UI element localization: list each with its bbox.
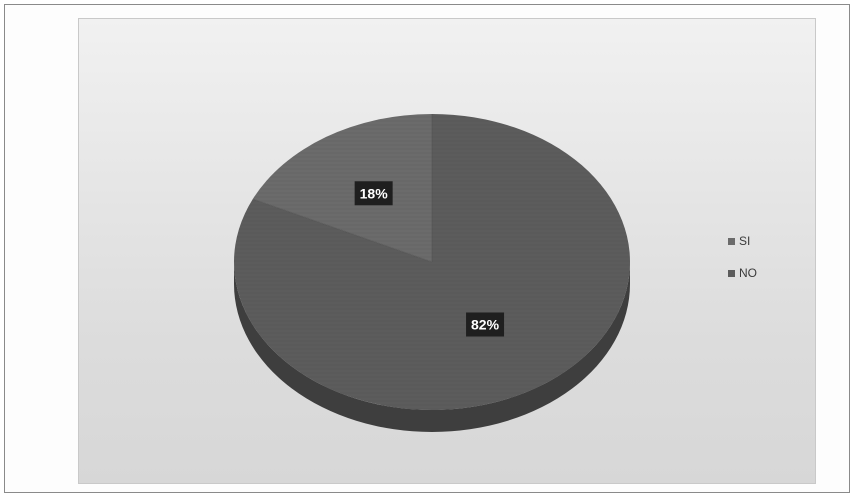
legend-swatch-no <box>728 269 735 277</box>
pie-slice-edge-1 <box>252 198 433 263</box>
data-label-text-no: 82% <box>471 316 500 332</box>
data-label-box-no <box>466 312 505 337</box>
data-label-layer: 18% 82% <box>354 181 505 337</box>
legend-item-no: NO <box>728 264 757 282</box>
data-label-no: 82% <box>466 312 505 337</box>
data-label-si: 18% <box>354 181 393 206</box>
legend-item-si: SI <box>728 232 757 250</box>
legend-label-si: SI <box>739 234 751 248</box>
legend: SI NO <box>728 232 757 296</box>
pie-layer <box>234 114 631 432</box>
legend-swatch-si <box>728 237 735 245</box>
data-label-text-si: 18% <box>360 185 389 201</box>
pie-slice-texture-si <box>252 114 432 262</box>
data-label-box-si <box>354 181 393 206</box>
legend-label-no: NO <box>739 266 757 280</box>
